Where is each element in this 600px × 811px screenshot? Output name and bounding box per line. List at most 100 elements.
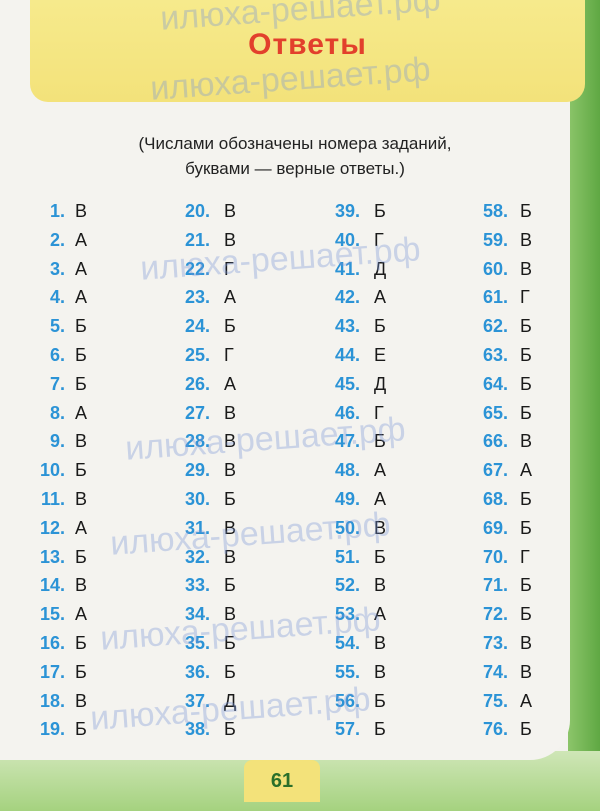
question-number: 29. (184, 460, 210, 481)
answer-item: 61. Г (0, 287, 600, 315)
answer-item: 47. Б (0, 431, 600, 459)
answer-item: 19. Б (0, 719, 600, 747)
answer-letter: Б (75, 661, 87, 682)
answer-item: 42. А (0, 287, 600, 315)
question-number: 74. (482, 661, 508, 682)
answer-item: 44. Е (0, 345, 600, 373)
question-number: 7. (49, 373, 65, 394)
question-number: 76. (482, 719, 508, 740)
answer-letter: А (224, 287, 237, 308)
answer-item: 70. Г (0, 547, 600, 575)
answer-letter: Б (224, 633, 236, 653)
page-number: 61 (244, 760, 320, 802)
answer-letter: Г (374, 402, 384, 423)
answer-item: 20. В (0, 201, 600, 229)
answer-letter: В (520, 229, 533, 250)
answer-letter: Б (75, 316, 87, 337)
question-number: 64. (482, 373, 508, 394)
question-number: 72. (482, 604, 508, 625)
page-edge-green (568, 0, 600, 811)
answer-letter: Б (374, 431, 386, 452)
question-number: 55. (334, 661, 360, 682)
answer-item: 60. В (0, 259, 600, 287)
answer-letter: В (75, 201, 88, 221)
answer-item: 33. Б (0, 575, 600, 603)
answer-item: 9. В (0, 431, 600, 459)
answer-item: 21. В (0, 230, 600, 258)
question-number: 40. (334, 229, 360, 250)
answer-item: 76. Б (0, 719, 600, 747)
header-banner: Ответы (30, 0, 585, 102)
answer-item: 8. А (0, 403, 600, 431)
answer-item: 31. В (0, 518, 600, 546)
question-number: 73. (482, 633, 508, 653)
question-number: 9. (49, 431, 65, 452)
question-number: 25. (184, 345, 210, 365)
question-number: 62. (482, 316, 508, 337)
answer-item: 69. Б (0, 518, 600, 546)
question-number: 4. (49, 287, 65, 308)
question-number: 23. (184, 287, 210, 308)
answer-item: 24. Б (0, 316, 600, 344)
answer-letter: Б (520, 373, 532, 394)
answer-letter: Б (374, 201, 386, 221)
answer-item: 5. Б (0, 316, 600, 344)
answer-letter: В (224, 431, 237, 452)
answer-item: 28. В (0, 431, 600, 459)
question-number: 53. (334, 604, 360, 625)
answer-item: 66. В (0, 431, 600, 459)
answer-letter: Б (224, 661, 236, 682)
question-number: 59. (482, 229, 508, 250)
question-number: 26. (184, 373, 210, 394)
question-number: 42. (334, 287, 360, 308)
question-number: 22. (184, 258, 210, 279)
answer-item: 1. В (0, 201, 600, 229)
question-number: 13. (39, 546, 65, 567)
answer-item: 71. Б (0, 575, 600, 603)
answer-item: 13. Б (0, 547, 600, 575)
page-title: Ответы (248, 28, 367, 61)
answer-letter: А (75, 517, 88, 538)
answer-item: 2. А (0, 230, 600, 258)
answer-item: 11. В (0, 489, 600, 517)
answer-letter: А (75, 402, 88, 423)
answer-letter: Г (224, 258, 234, 279)
answer-item: 39. Б (0, 201, 600, 229)
answer-letter: Г (520, 287, 530, 308)
answer-letter: А (75, 604, 88, 625)
answer-letter: В (520, 258, 533, 279)
question-number: 34. (184, 604, 210, 625)
answer-letter: А (75, 258, 88, 279)
answer-letter: А (224, 373, 237, 394)
answer-item: 26. А (0, 374, 600, 402)
question-number: 63. (482, 345, 508, 365)
question-number: 66. (482, 431, 508, 452)
answer-letter: Е (374, 345, 387, 365)
question-number: 5. (49, 316, 65, 337)
question-number: 58. (482, 201, 508, 221)
answer-item: 49. А (0, 489, 600, 517)
answer-letter: А (520, 460, 533, 481)
answer-letter: В (374, 661, 387, 682)
question-number: 36. (184, 661, 210, 682)
question-number: 69. (482, 517, 508, 538)
question-number: 32. (184, 546, 210, 567)
question-number: 15. (39, 604, 65, 625)
answer-item: 59. В (0, 230, 600, 258)
question-number: 2. (49, 229, 65, 250)
answer-letter: Б (374, 546, 386, 567)
answer-letter: Б (75, 373, 87, 394)
answer-item: 4. А (0, 287, 600, 315)
subtitle: (Числами обозначены номера заданий, букв… (60, 131, 530, 181)
answer-letter: А (520, 690, 533, 711)
answer-letter: В (75, 690, 88, 711)
answer-item: 62. Б (0, 316, 600, 344)
answer-letter: Б (75, 546, 87, 567)
answer-letter: Б (374, 690, 386, 711)
answer-letter: А (374, 460, 387, 481)
answer-letter: Б (520, 402, 532, 423)
answer-letter: В (224, 201, 237, 221)
question-number: 70. (482, 546, 508, 567)
answer-letter: Б (520, 719, 532, 740)
question-number: 28. (184, 431, 210, 452)
